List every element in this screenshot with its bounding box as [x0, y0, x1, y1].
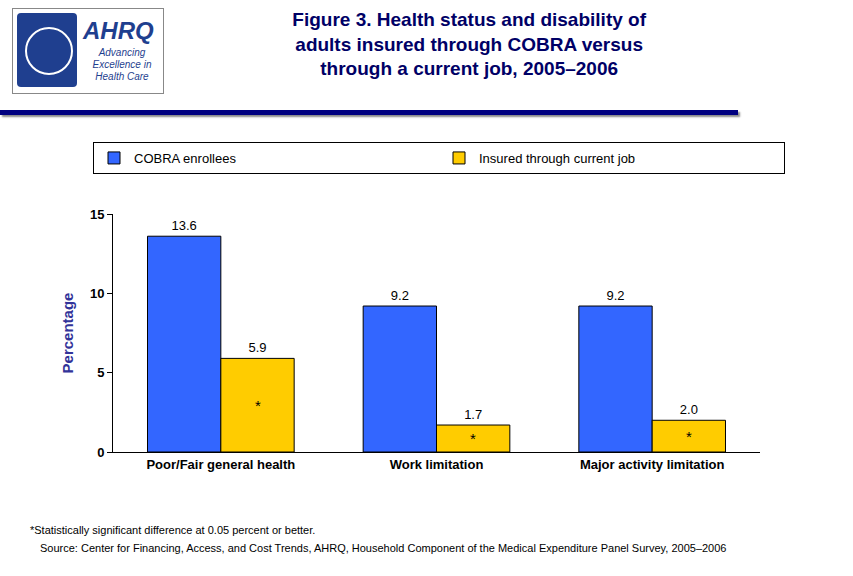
- svg-text:2.0: 2.0: [680, 402, 698, 417]
- svg-text:15: 15: [90, 207, 104, 222]
- svg-text:1.7: 1.7: [464, 407, 482, 422]
- svg-text:Figure 3. Health status and di: Figure 3. Health status and disability o…: [292, 9, 646, 79]
- svg-text:COBRA enrollees: COBRA enrollees: [134, 151, 236, 166]
- svg-text:9.2: 9.2: [391, 288, 409, 303]
- svg-text:Insured through current job: Insured through current job: [479, 151, 635, 166]
- html-text:AHRQ: AHRQ: [83, 17, 154, 44]
- svg-text:5: 5: [97, 365, 104, 380]
- html-text:Source: Center for Financing,: Source: Center for Financing, Access, an…: [40, 542, 727, 554]
- svg-text:10: 10: [90, 286, 104, 301]
- svg-text:Poor/Fair general health: Poor/Fair general health: [146, 457, 295, 472]
- svg-text:Work limitation: Work limitation: [390, 457, 484, 472]
- svg-text:*: *: [686, 428, 692, 445]
- svg-text:Major activity limitation: Major activity limitation: [580, 457, 725, 472]
- svg-text:5.9: 5.9: [248, 340, 266, 355]
- svg-text:13.6: 13.6: [172, 218, 197, 233]
- html-text:*Statistically significant dif: *Statistically significant difference at…: [30, 524, 316, 536]
- svg-text:0: 0: [97, 445, 104, 460]
- svg-text:Percentage: Percentage: [59, 293, 76, 374]
- html-text:Advancing Excellence in Health: Advancing Excellence in Health Care: [92, 47, 152, 82]
- svg-text:9.2: 9.2: [606, 288, 624, 303]
- svg-text:*: *: [470, 430, 476, 447]
- svg-text:*: *: [255, 397, 261, 414]
